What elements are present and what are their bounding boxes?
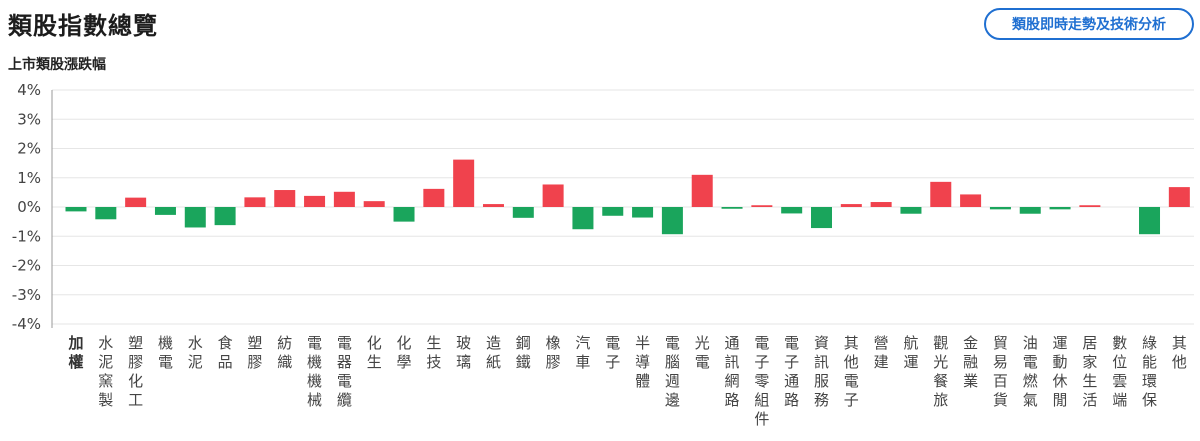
category-label: 光電: [695, 334, 710, 371]
bar[interactable]: [1019, 207, 1041, 214]
category-label: 塑膠: [247, 334, 262, 371]
page-title: 類股指數總覽: [8, 12, 158, 40]
chart-title: 上市類股漲跌幅: [8, 57, 106, 73]
bar[interactable]: [423, 188, 445, 207]
category-label: 其他: [1172, 334, 1187, 371]
category-label: 食品: [218, 334, 233, 371]
bar[interactable]: [840, 204, 862, 207]
bar[interactable]: [393, 207, 415, 222]
category-label: 油電燃氣: [1023, 334, 1038, 409]
bar[interactable]: [930, 181, 952, 207]
category-label: 造紙: [486, 334, 501, 371]
y-tick-label: 3%: [17, 110, 41, 128]
bar[interactable]: [542, 184, 564, 207]
category-label: 觀光餐旅: [933, 334, 948, 409]
bar[interactable]: [363, 201, 385, 207]
bar[interactable]: [811, 207, 832, 229]
bar[interactable]: [184, 207, 206, 228]
category-label: 金融業: [963, 334, 978, 390]
y-tick-label: -4%: [12, 315, 41, 333]
category-label: 貿易百貨: [993, 334, 1008, 409]
bar[interactable]: [1049, 207, 1071, 210]
category-label: 化學: [397, 334, 412, 371]
bar[interactable]: [95, 207, 117, 220]
category-label: 電子零組件: [754, 334, 769, 428]
bar[interactable]: [453, 159, 475, 207]
category-label: 運動休閒: [1053, 334, 1068, 409]
category-label: 通訊網路: [725, 334, 740, 409]
sector-technical-analysis-button[interactable]: 類股即時走勢及技術分析: [984, 8, 1194, 40]
bar[interactable]: [244, 197, 266, 207]
bar[interactable]: [512, 207, 534, 218]
bar[interactable]: [274, 190, 296, 207]
bar[interactable]: [781, 207, 803, 214]
category-label: 橡膠: [546, 334, 561, 371]
category-label: 水泥窯製: [98, 334, 113, 409]
category-label: 紡織: [277, 334, 292, 371]
bar[interactable]: [482, 204, 504, 207]
bar[interactable]: [304, 195, 326, 207]
category-label: 半導體: [635, 334, 650, 390]
category-label: 居家生活: [1082, 334, 1097, 409]
category-label: 電子通路: [784, 334, 799, 409]
y-tick-label: 0%: [17, 198, 41, 216]
category-label: 營建: [874, 334, 889, 371]
y-tick-label: -2%: [12, 257, 41, 275]
bar[interactable]: [632, 207, 654, 218]
category-label: 化生: [367, 334, 382, 371]
bar[interactable]: [602, 207, 624, 216]
category-label: 其他電子: [844, 334, 859, 409]
category-label: 機電: [158, 334, 173, 371]
bar[interactable]: [154, 207, 176, 215]
category-label: 電器電纜: [337, 334, 352, 409]
bar[interactable]: [214, 207, 236, 226]
y-tick-label: 1%: [17, 169, 41, 187]
y-tick-label: -1%: [12, 227, 41, 245]
bar[interactable]: [125, 197, 147, 207]
y-tick-label: -3%: [12, 286, 41, 304]
category-label: 電機機械: [307, 334, 322, 409]
category-label: 鋼鐵: [516, 334, 531, 371]
category-label: 電子: [605, 334, 620, 371]
category-label: 電腦週邊: [665, 334, 680, 409]
bar[interactable]: [989, 207, 1011, 210]
y-tick-label: 2%: [17, 140, 41, 158]
bar[interactable]: [691, 174, 713, 207]
bar[interactable]: [721, 207, 743, 209]
bar[interactable]: [661, 207, 683, 235]
category-label: 綠能環保: [1142, 334, 1157, 409]
bar[interactable]: [900, 207, 922, 214]
category-label: 數位雲端: [1112, 334, 1127, 409]
category-label: 玻璃: [456, 334, 471, 371]
bar[interactable]: [1079, 205, 1101, 207]
category-label: 生技: [426, 334, 441, 371]
bar[interactable]: [572, 207, 594, 230]
bar[interactable]: [1139, 207, 1161, 235]
category-label: 水泥: [188, 334, 203, 371]
category-label: 資訊服務: [814, 334, 829, 409]
category-label: 汽車: [575, 334, 590, 371]
bar[interactable]: [1168, 187, 1190, 207]
category-label: 加權: [67, 334, 83, 371]
bar[interactable]: [870, 202, 892, 207]
bar[interactable]: [960, 194, 982, 207]
bar[interactable]: [333, 191, 355, 207]
category-label: 塑膠化工: [128, 334, 143, 409]
category-label: 航運: [903, 334, 918, 371]
bar[interactable]: [65, 207, 87, 212]
y-tick-label: 4%: [17, 81, 41, 99]
bar[interactable]: [751, 205, 773, 207]
